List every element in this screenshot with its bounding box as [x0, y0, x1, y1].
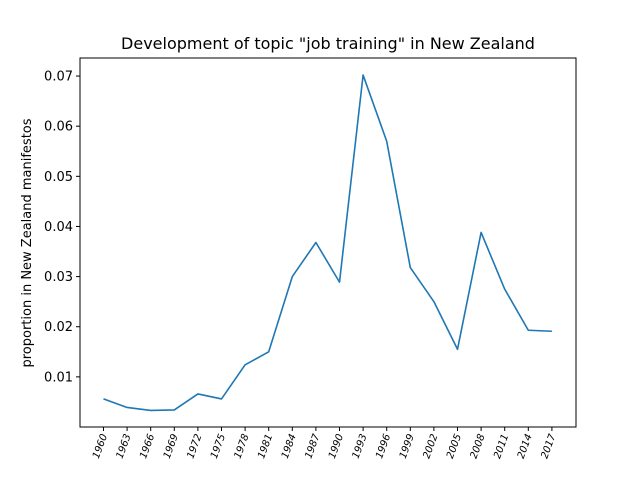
data-point-1999 — [409, 267, 411, 269]
data-point-1987 — [315, 242, 317, 244]
y-tick-label: 0.01 — [44, 370, 73, 385]
y-axis-ticks: 0.01 0.02 0.03 0.04 0.05 0.06 0.07 — [44, 70, 80, 385]
plot-frame — [79, 57, 577, 428]
data-point-1960 — [103, 398, 105, 400]
y-axis-label: proportion in New Zealand manifestos — [20, 118, 35, 367]
data-point-1972 — [197, 393, 199, 395]
data-point-1978 — [244, 364, 246, 366]
data-point-1963 — [126, 406, 128, 408]
y-tick-label: 0.06 — [44, 120, 73, 135]
data-point-2002 — [433, 301, 435, 303]
data-point-2014 — [527, 329, 529, 331]
data-point-2011 — [504, 288, 506, 290]
y-tick-label: 0.02 — [44, 320, 73, 335]
data-point-2005 — [457, 348, 459, 350]
y-tick-label: 0.03 — [44, 270, 73, 285]
y-tick-label: 0.07 — [44, 70, 73, 85]
chart-title: Development of topic "job training" in N… — [121, 34, 535, 53]
series-group — [103, 74, 553, 412]
data-point-1966 — [150, 409, 152, 411]
series-line — [103, 74, 552, 412]
data-point-1981 — [268, 351, 270, 353]
data-point-2008 — [480, 231, 482, 233]
data-point-2017 — [551, 330, 553, 332]
data-point-1975 — [221, 398, 223, 400]
data-point-1969 — [173, 409, 175, 411]
data-point-1990 — [339, 281, 341, 283]
data-point-1984 — [291, 276, 293, 278]
data-point-1996 — [386, 140, 388, 142]
y-tick-label: 0.05 — [44, 170, 73, 185]
y-tick-label: 0.04 — [44, 220, 73, 235]
data-point-1993 — [362, 74, 364, 76]
